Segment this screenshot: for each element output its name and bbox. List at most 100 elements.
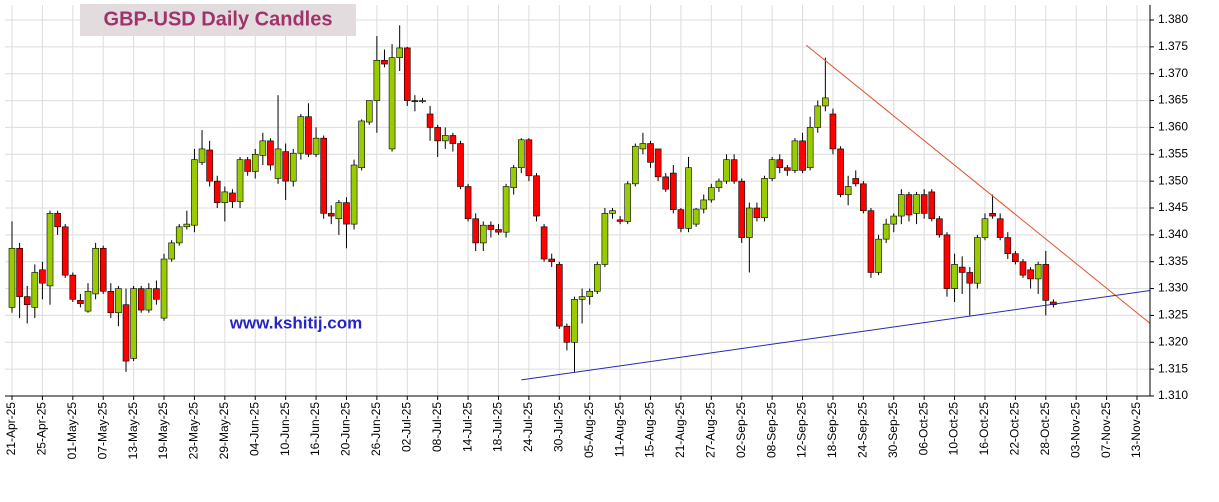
candle-body xyxy=(738,180,746,238)
candle-body xyxy=(335,202,343,220)
candle-body xyxy=(168,242,175,260)
y-tick-label: 1.340 xyxy=(1158,227,1188,241)
candle-body xyxy=(191,159,198,226)
candle-body xyxy=(852,178,860,185)
labels: 1.310 1.315 1.320 1.325 1.330 1.335 1.340 1.345… xyxy=(4,12,1188,459)
candle-body xyxy=(525,139,533,177)
candle-body xyxy=(677,209,685,229)
candle-body xyxy=(594,264,601,292)
candle-body xyxy=(183,223,191,228)
trendline xyxy=(521,289,1150,381)
candle-body xyxy=(981,218,989,238)
x-tick-label: 06-Oct-25 xyxy=(916,402,930,456)
candle-body xyxy=(16,247,23,297)
candle-body xyxy=(282,151,289,182)
candle-body xyxy=(1034,264,1042,280)
candle-body xyxy=(746,207,753,238)
x-tick-label: 02-Sep-25 xyxy=(734,402,748,458)
candle-body xyxy=(784,167,791,171)
candle-body xyxy=(586,290,594,297)
candle-body xyxy=(267,140,274,166)
candle-body xyxy=(198,148,206,163)
candle-body xyxy=(806,127,814,169)
candle-body xyxy=(130,288,137,359)
candle-body xyxy=(822,97,829,107)
candle-body xyxy=(989,213,996,217)
title-box xyxy=(80,4,356,36)
candle-body xyxy=(860,183,867,211)
x-tick-label: 30-Jul-25 xyxy=(551,402,565,452)
candle-body xyxy=(624,183,632,222)
candle-body xyxy=(670,172,677,210)
candle-body xyxy=(601,213,609,265)
candle-body xyxy=(145,288,153,311)
candle-body xyxy=(966,272,974,284)
y-tick-label: 1.365 xyxy=(1158,93,1188,107)
y-tick-label: 1.360 xyxy=(1158,120,1188,134)
candle-body xyxy=(365,100,373,123)
x-tick-label: 07-May-25 xyxy=(95,402,109,460)
plot xyxy=(8,25,1150,381)
candle-body xyxy=(510,167,517,188)
candle-body xyxy=(1019,261,1027,276)
candle-body xyxy=(449,135,457,144)
candle-body xyxy=(472,218,479,244)
x-tick-label: 04-Jun-25 xyxy=(247,402,261,456)
candle-body xyxy=(730,159,738,182)
x-tick-label: 27-Aug-25 xyxy=(703,402,717,458)
candle-body xyxy=(875,238,882,273)
x-tick-label: 19-May-25 xyxy=(156,402,170,460)
candle-body xyxy=(23,296,31,305)
candle-body xyxy=(229,192,236,202)
candle-body xyxy=(1004,237,1012,254)
candle-body xyxy=(753,207,761,218)
candle-body xyxy=(609,210,616,214)
x-tick-label: 22-Oct-25 xyxy=(1008,402,1022,456)
candle-body xyxy=(882,223,890,240)
candle-body xyxy=(867,210,875,273)
candle-body xyxy=(320,137,327,214)
x-tick-label: 24-Jul-25 xyxy=(521,402,535,452)
candle-body xyxy=(829,113,837,150)
candle-body xyxy=(913,194,920,214)
candle-body xyxy=(799,140,806,171)
candle-body xyxy=(1027,269,1034,280)
candle-body xyxy=(251,153,259,172)
candle-body xyxy=(708,187,715,201)
x-tick-label: 01-May-25 xyxy=(65,402,79,460)
candle-body xyxy=(327,213,335,217)
candle-body xyxy=(844,186,852,195)
candle-body xyxy=(958,266,966,273)
x-tick-label: 30-Sep-25 xyxy=(886,402,900,458)
candle-body xyxy=(479,224,487,244)
x-tick-label: 18-Jul-25 xyxy=(491,402,505,452)
y-tick-label: 1.320 xyxy=(1158,334,1188,348)
x-tick-label: 15-Aug-25 xyxy=(643,402,657,458)
y-tick-label: 1.325 xyxy=(1158,308,1188,322)
candle-body xyxy=(8,247,16,308)
candle-body xyxy=(791,140,799,171)
candle-body xyxy=(890,215,898,225)
candle-body xyxy=(548,258,555,263)
x-tick-label: 13-May-25 xyxy=(126,402,140,460)
candle-body xyxy=(206,149,213,182)
candle-body xyxy=(776,159,784,169)
candle-body xyxy=(69,274,77,300)
candle-body xyxy=(723,159,730,182)
candle-body xyxy=(533,175,540,217)
x-tick-label: 21-Apr-25 xyxy=(4,402,18,456)
candle-body xyxy=(115,288,122,314)
candle-body xyxy=(578,296,586,300)
candle-body xyxy=(647,143,654,163)
candle-body xyxy=(107,290,115,314)
y-tick-label: 1.355 xyxy=(1158,146,1188,160)
y-tick-label: 1.375 xyxy=(1158,39,1188,53)
candle-body xyxy=(39,269,46,284)
candle-body xyxy=(936,218,943,236)
candle-body xyxy=(700,199,708,210)
candle-body xyxy=(343,202,350,225)
candle-body xyxy=(31,272,39,308)
x-tick-label: 24-Sep-25 xyxy=(856,402,870,458)
x-tick-label: 11-Aug-25 xyxy=(612,402,626,457)
